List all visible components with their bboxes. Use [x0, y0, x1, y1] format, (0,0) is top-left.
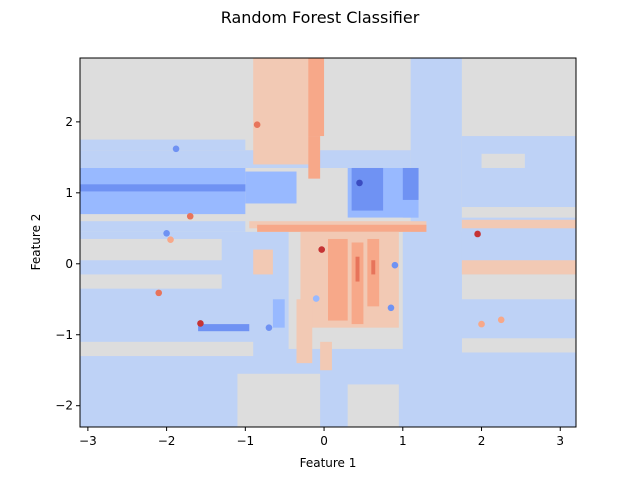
decision-region-32 [257, 224, 427, 232]
data-point-9 [155, 289, 163, 297]
decision-region-38 [351, 242, 364, 325]
x-tick-label: 0 [320, 434, 328, 448]
decision-region-40 [355, 256, 360, 282]
decision-region-42 [296, 299, 313, 364]
data-point-14 [197, 320, 204, 327]
y-tick-label: −2 [55, 399, 73, 413]
decision-region-13 [80, 274, 222, 289]
decision-region-9 [80, 139, 246, 151]
x-axis: −3 −2 −1 0 1 2 3 [79, 427, 564, 448]
y-tick-label: −1 [55, 328, 73, 342]
decision-region-35 [253, 249, 273, 275]
data-point-7 [474, 230, 481, 238]
decision-region-24 [402, 167, 419, 200]
decision-region-17 [347, 384, 399, 427]
decision-region-34 [461, 260, 576, 275]
data-point-11 [387, 304, 395, 312]
data-point-8 [391, 261, 399, 269]
decision-region-33 [461, 219, 576, 229]
x-tick-label: −3 [79, 434, 97, 448]
decision-region-5 [461, 136, 576, 208]
decision-region-43 [320, 341, 332, 371]
decision-region-2 [80, 221, 246, 232]
data-point-13 [478, 320, 485, 328]
decision-region-20 [245, 171, 297, 204]
y-tick-label: 1 [65, 186, 73, 200]
data-point-4 [163, 229, 170, 237]
x-axis-label: Feature 1 [300, 456, 357, 470]
data-point-0 [172, 145, 180, 153]
decision-region-16 [237, 373, 321, 427]
x-tick-label: 2 [478, 434, 486, 448]
decision-region-25 [198, 324, 250, 332]
decision-region-8 [80, 150, 411, 168]
data-point-12 [497, 316, 505, 324]
data-point-6 [318, 246, 326, 253]
data-point-1 [253, 121, 261, 129]
chart-title: Random Forest Classifier [221, 8, 420, 27]
x-tick-label: 1 [399, 434, 407, 448]
y-axis: −2 −1 0 1 2 [55, 115, 80, 413]
x-tick-label: −1 [236, 434, 254, 448]
decision-region-15 [80, 341, 254, 357]
x-tick-label: −2 [158, 434, 176, 448]
decision-region-41 [371, 260, 376, 275]
data-point-3 [186, 212, 194, 220]
decision-region-28 [253, 58, 313, 165]
decision-regions [80, 58, 576, 427]
decision-region-29 [308, 58, 325, 137]
y-tick-label: 2 [65, 115, 73, 129]
decision-region-26 [272, 299, 285, 328]
scatter-points [155, 121, 505, 331]
decision-region-18 [481, 153, 525, 168]
data-point-15 [265, 324, 273, 331]
decision-region-23 [351, 167, 384, 211]
data-point-10 [312, 295, 320, 302]
data-point-2 [356, 179, 363, 187]
x-tick-label: 3 [556, 434, 564, 448]
data-point-5 [167, 236, 174, 243]
decision-region-7 [461, 299, 576, 339]
decision-region-22 [80, 184, 246, 192]
decision-region-30 [308, 136, 321, 179]
y-tick-label: 0 [65, 257, 73, 271]
decision-region-37 [328, 238, 348, 321]
y-axis-label: Feature 2 [29, 214, 43, 271]
decision-region-14 [80, 238, 222, 261]
plot-frame [79, 57, 577, 428]
decision-region-36 [300, 231, 399, 328]
